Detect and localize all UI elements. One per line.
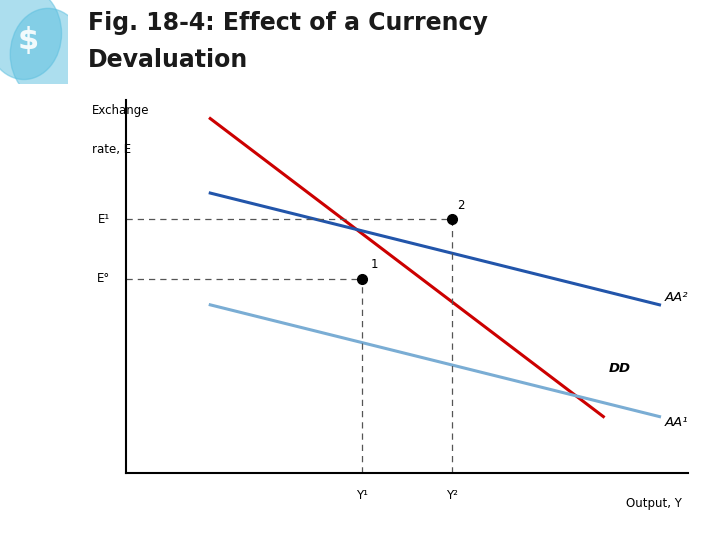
Text: E¹: E¹ <box>98 213 110 226</box>
Text: Copyright © 2015 Pearson Education, Inc. All rights reserved.: Copyright © 2015 Pearson Education, Inc.… <box>11 517 333 528</box>
Text: 2: 2 <box>457 199 465 212</box>
Circle shape <box>0 0 62 79</box>
Text: DD: DD <box>609 362 631 375</box>
Text: E°: E° <box>97 272 110 285</box>
Text: rate, E: rate, E <box>92 143 132 156</box>
Text: Y²: Y² <box>446 489 458 502</box>
Circle shape <box>10 8 86 100</box>
Text: Devaluation: Devaluation <box>88 48 248 72</box>
Text: AA¹: AA¹ <box>665 416 689 429</box>
Text: $: $ <box>18 26 40 55</box>
Text: 1: 1 <box>370 258 378 271</box>
Text: AA²: AA² <box>665 291 689 304</box>
Text: 18-25: 18-25 <box>679 517 709 528</box>
Text: Y¹: Y¹ <box>356 489 368 502</box>
Text: Output, Y: Output, Y <box>626 497 682 510</box>
Text: Exchange: Exchange <box>92 104 150 117</box>
Text: Fig. 18-4: Effect of a Currency: Fig. 18-4: Effect of a Currency <box>88 11 488 36</box>
